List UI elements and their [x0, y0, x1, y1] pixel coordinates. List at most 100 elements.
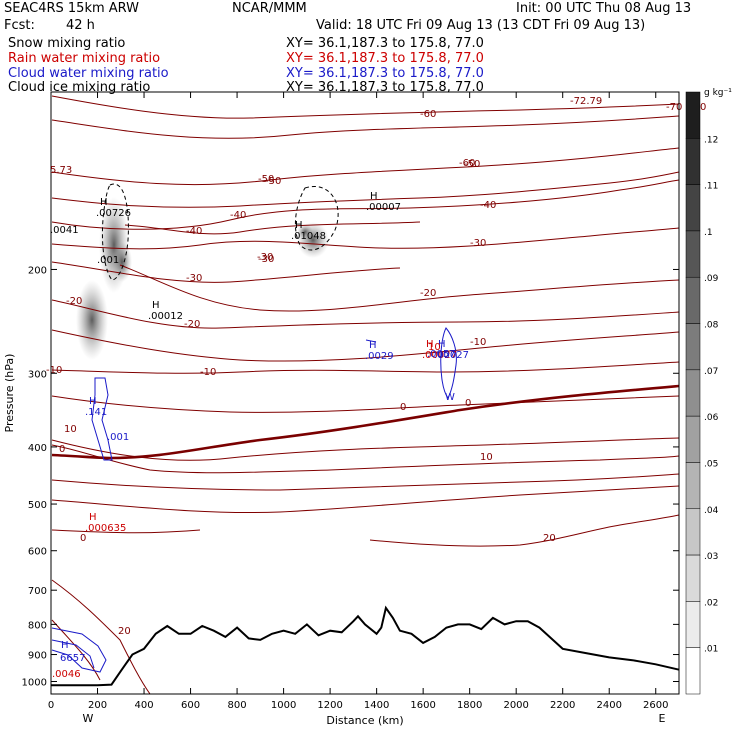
y-tick-label: 600 — [28, 547, 47, 558]
model-title: SEAC4RS 15km ARW — [4, 1, 140, 16]
contour-label: -30 — [470, 238, 486, 249]
temperature-contour — [51, 529, 201, 534]
zero-contour-label: 0 — [59, 444, 65, 455]
contour-label: -10 — [46, 365, 62, 376]
field-snow: Snow mixing ratio — [8, 36, 126, 51]
temperature-contour — [369, 514, 680, 547]
x-tick-label: 1200 — [317, 700, 342, 711]
contour-label: 0 — [80, 533, 86, 544]
annotation-value: .0029 — [365, 351, 394, 362]
contour-label: -40 — [480, 200, 496, 211]
zero-contour-label: 0 — [465, 398, 471, 409]
x-tick-label: 2600 — [643, 700, 668, 711]
x-tick-label: 800 — [228, 700, 247, 711]
temperature-contour — [51, 171, 680, 208]
colorbar-cell — [685, 554, 701, 602]
annotations: -72.795.73.0041H.00726H.01048H.00007H.00… — [50, 96, 602, 680]
cloud-water-outline — [51, 639, 95, 669]
annotation-value: .141 — [85, 407, 107, 418]
temperature-contour — [51, 147, 680, 186]
colorbar-cell — [685, 369, 701, 417]
colorbar: .01 .02 .03 .04 .05 .06 .07 .08 .09 .1 .11 .12 g kg⁻… — [685, 88, 732, 695]
field-cloudwater-xy: XY= 36.1,187.3 to 175.8, 77.0 — [286, 66, 484, 81]
annotation-marker: H — [438, 339, 446, 350]
colorbar-cell — [685, 138, 701, 185]
contour-label: -50 — [265, 176, 281, 187]
colorbar-cell — [685, 601, 701, 648]
east-label: E — [659, 712, 666, 725]
temperature-contour — [51, 619, 101, 681]
x-tick-label: 400 — [134, 700, 153, 711]
annotation-marker: .001 — [107, 432, 129, 443]
axes: 0 200 400 600 800 1000 1200 1400 1600 1800 2000 220… — [22, 92, 679, 725]
y-tick-label: 500 — [28, 500, 47, 511]
temperature-contour — [51, 329, 680, 362]
contour-label: -40 — [230, 210, 246, 221]
colorbar-tick: .04 — [704, 506, 719, 516]
temperature-contours: -70-60-50-50-40-40-30-30-20-20-10-101002… — [46, 95, 706, 695]
annotation-value: .00726 — [96, 208, 131, 219]
cloud-water-outline — [365, 339, 377, 343]
terrain-line — [51, 605, 680, 687]
temperature-contour — [51, 227, 680, 250]
x-tick-label: 1000 — [271, 700, 296, 711]
center-title: NCAR/MMM — [232, 1, 307, 16]
temperature-contour — [51, 437, 680, 461]
contour-label: -10 — [470, 337, 486, 348]
annotation-marker: .0046 — [52, 669, 81, 680]
field-cloudice-xy: XY= 36.1,187.3 to 175.8, 77.0 — [286, 80, 484, 95]
annotation-marker: H — [89, 512, 97, 523]
annotation-marker: H — [426, 339, 434, 350]
contour-label: 20 — [543, 533, 556, 544]
cloud-water-outline — [91, 377, 113, 461]
annotation-marker: H — [61, 640, 69, 651]
colorbar-cell — [685, 276, 701, 324]
temperature-contour — [51, 261, 401, 283]
contour-label: -40 — [186, 226, 202, 237]
annotation-value: .01048 — [291, 231, 326, 242]
colorbar-cell — [685, 462, 701, 510]
y-tick-label: 1000 — [22, 678, 47, 689]
field-snow-xy: XY= 36.1,187.3 to 175.8, 77.0 — [286, 36, 484, 51]
field-cloudwater: Cloud water mixing ratio — [8, 66, 169, 81]
colorbar-tick: .03 — [704, 552, 718, 562]
colorbar-tick: .11 — [704, 182, 718, 192]
y-tick-label: 200 — [28, 265, 47, 276]
annotation-marker: .0057 — [427, 349, 456, 360]
colorbar-cell — [685, 323, 701, 371]
temperature-contour — [51, 395, 680, 413]
colorbar-tick: .08 — [704, 321, 719, 331]
colorbar-cell — [685, 91, 701, 139]
annotation-marker: 10 — [428, 342, 441, 353]
annotation-value: .00027 — [422, 350, 457, 361]
annotation-marker: H — [370, 191, 378, 202]
colorbar-cell — [685, 230, 701, 278]
y-tick-label: 700 — [28, 586, 47, 597]
temperature-contour — [51, 473, 680, 491]
colorbar-cell — [685, 647, 701, 695]
fcst-label: Fcst: — [4, 18, 35, 33]
annotation-marker: -72.79 — [570, 96, 602, 107]
annotation-marker: H — [152, 300, 160, 311]
contour-label: -50 — [258, 174, 274, 185]
colorbar-tick: .07 — [704, 367, 718, 377]
x-tick-label: 2200 — [550, 700, 575, 711]
contour-label: -70 — [666, 102, 682, 113]
colorbar-tick: .01 — [704, 645, 718, 655]
x-tick-label: 1600 — [410, 700, 435, 711]
temperature-contour — [51, 444, 680, 474]
y-tick-label: 800 — [28, 620, 47, 631]
contour-label: -30 — [186, 273, 202, 284]
colorbar-tick: .12 — [704, 135, 718, 145]
contour-label: -30 — [257, 252, 273, 263]
temperature-contour — [51, 361, 680, 374]
colorbar-tick: .1 — [704, 228, 713, 238]
mixing-ratio-blob — [297, 224, 313, 240]
temperature-contour — [124, 221, 421, 235]
cloud-water-outline — [440, 327, 457, 399]
annotation-marker: H — [89, 396, 97, 407]
colorbar-cell — [685, 184, 701, 232]
y-axis-label: Pressure (hPa) — [3, 354, 16, 433]
cloud-water-outline — [51, 627, 107, 673]
temperature-contour — [51, 485, 680, 514]
